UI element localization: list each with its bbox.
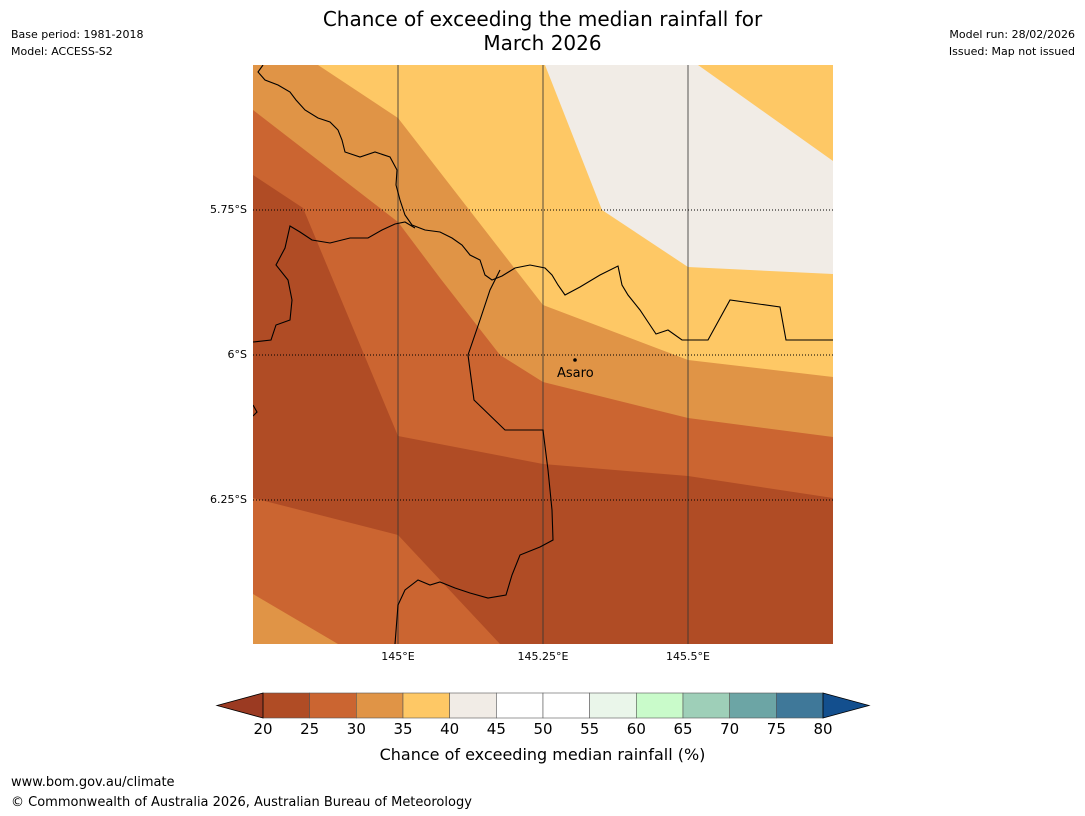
fill-30-35-southwest (253, 594, 338, 644)
graticule (253, 65, 833, 644)
base-period-text: Base period: 1981-2018 (11, 28, 144, 41)
latitude-label-6-25: 6.25°S (210, 493, 247, 506)
latitude-label-5-75: 5.75°S (210, 203, 247, 216)
colorbar-tick-label: 65 (673, 720, 693, 738)
colorbar-tick-label: 55 (580, 720, 600, 738)
boundary-west-edge (253, 404, 258, 417)
boundary-west (253, 221, 416, 343)
rainfall-map (253, 65, 833, 644)
issued-text: Issued: Map not issued (948, 45, 1075, 58)
colorbar-tick-label: 80 (813, 720, 833, 738)
place-label-asaro: Asaro (557, 366, 594, 381)
boundary-central (394, 269, 554, 644)
colorbar-tick-label: 30 (346, 720, 366, 738)
fill-25-30-southwest (253, 498, 500, 644)
longitude-label-145-5: 145.5°E (666, 650, 710, 663)
metadata-left: Base period: 1981-2018 Model: ACCESS-S2 (11, 26, 143, 60)
longitude-label-145-25: 145.25°E (517, 650, 569, 663)
boundary-north (257, 65, 833, 341)
longitude-label-145: 145°E (381, 650, 415, 663)
colorbar-tick-label: 25 (300, 720, 320, 738)
map-title-line2: March 2026 (483, 31, 602, 55)
colorbar-tick-label: 20 (253, 720, 273, 738)
fill-35-40-northeast (698, 65, 833, 161)
fill-40-45 (545, 65, 833, 274)
metadata-right: Model run: 28/02/2026 Issued: Map not is… (949, 26, 1075, 60)
asaro-marker (573, 358, 577, 362)
map-title: Chance of exceeding the median rainfall … (0, 7, 1085, 55)
colorbar-tick-label: 75 (766, 720, 786, 738)
footer-copyright: © Commonwealth of Australia 2026, Austra… (11, 795, 472, 810)
map-title-line1: Chance of exceeding the median rainfall … (322, 7, 763, 31)
colorbar-tick-label: 60 (626, 720, 646, 738)
colorbar-tick-label: 50 (533, 720, 553, 738)
colorbar-tick-label: 70 (720, 720, 740, 738)
province-boundaries (253, 65, 833, 644)
model-run-text: Model run: 28/02/2026 (949, 28, 1075, 41)
colorbar-title: Chance of exceeding median rainfall (%) (379, 745, 706, 764)
model-text: Model: ACCESS-S2 (11, 45, 113, 58)
latitude-label-6: 6°S (227, 348, 247, 361)
colorbar-tick-label: 40 (440, 720, 460, 738)
colorbar-tick-label: 35 (393, 720, 413, 738)
colorbar-tick-label: 45 (486, 720, 506, 738)
footer-website: www.bom.gov.au/climate (11, 775, 175, 790)
